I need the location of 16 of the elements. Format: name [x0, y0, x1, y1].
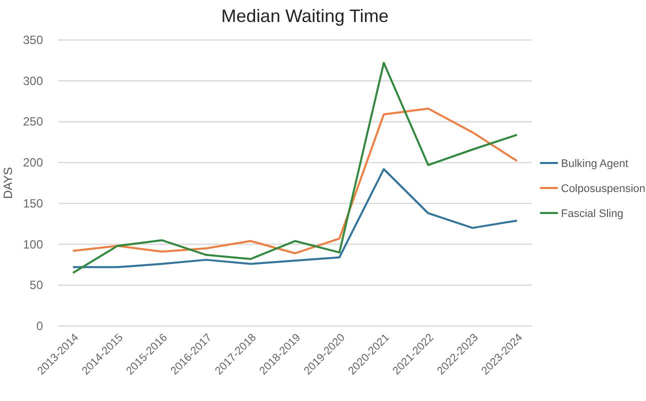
- y-tick-label: 200: [22, 156, 44, 170]
- line-series: [72, 168, 518, 268]
- y-tick-label: 50: [30, 278, 44, 292]
- y-tick-label: 350: [22, 33, 44, 47]
- line-series: [72, 62, 518, 274]
- legend-label: Colposuspension: [561, 183, 646, 195]
- chart-title: Median Waiting Time: [221, 6, 389, 26]
- legend-label: Bulking Agent: [561, 158, 628, 170]
- legend-label: Fascial Sling: [561, 208, 624, 220]
- line-series: [72, 108, 518, 254]
- y-tick-label: 100: [22, 237, 44, 252]
- y-tick-label: 250: [22, 114, 44, 129]
- y-tick-label: 0: [36, 319, 44, 333]
- y-tick-label: 150: [22, 196, 44, 210]
- y-axis-title: DAYS: [1, 167, 15, 199]
- y-tick-label: 300: [22, 74, 44, 88]
